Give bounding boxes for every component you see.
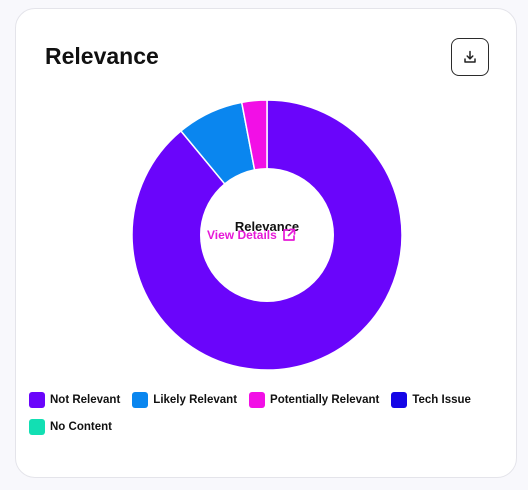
download-button[interactable]: [451, 38, 489, 76]
legend-swatch: [29, 418, 45, 435]
legend-swatch: [132, 391, 149, 408]
legend-item-not-relevant[interactable]: Not Relevant: [29, 391, 120, 408]
legend-item-potentially-relevant[interactable]: Potentially Relevant: [249, 391, 379, 408]
legend-swatch: [391, 391, 408, 408]
card-title: Relevance: [45, 43, 159, 69]
legend-label: No Content: [50, 420, 112, 433]
view-details-label: View Details: [207, 228, 277, 242]
donut-hole: [200, 168, 334, 302]
legend-item-no-content[interactable]: No Content: [29, 418, 112, 435]
legend-item-tech-issue[interactable]: Tech Issue: [391, 391, 471, 408]
download-icon: [464, 50, 476, 63]
legend-swatch: [249, 391, 266, 408]
legend-item-likely-relevant[interactable]: Likely Relevant: [132, 391, 237, 408]
legend-label: Likely Relevant: [153, 393, 238, 406]
external-link-icon: [282, 228, 296, 241]
legend-label: Potentially Relevant: [270, 393, 380, 406]
legend-label: Not Relevant: [50, 393, 121, 406]
legend-swatch: [29, 391, 45, 408]
view-details-link[interactable]: View Details: [207, 228, 296, 242]
legend-label: Tech Issue: [412, 393, 471, 406]
chart-legend: Not Relevant Likely Relevant Potentially R…: [29, 391, 489, 435]
